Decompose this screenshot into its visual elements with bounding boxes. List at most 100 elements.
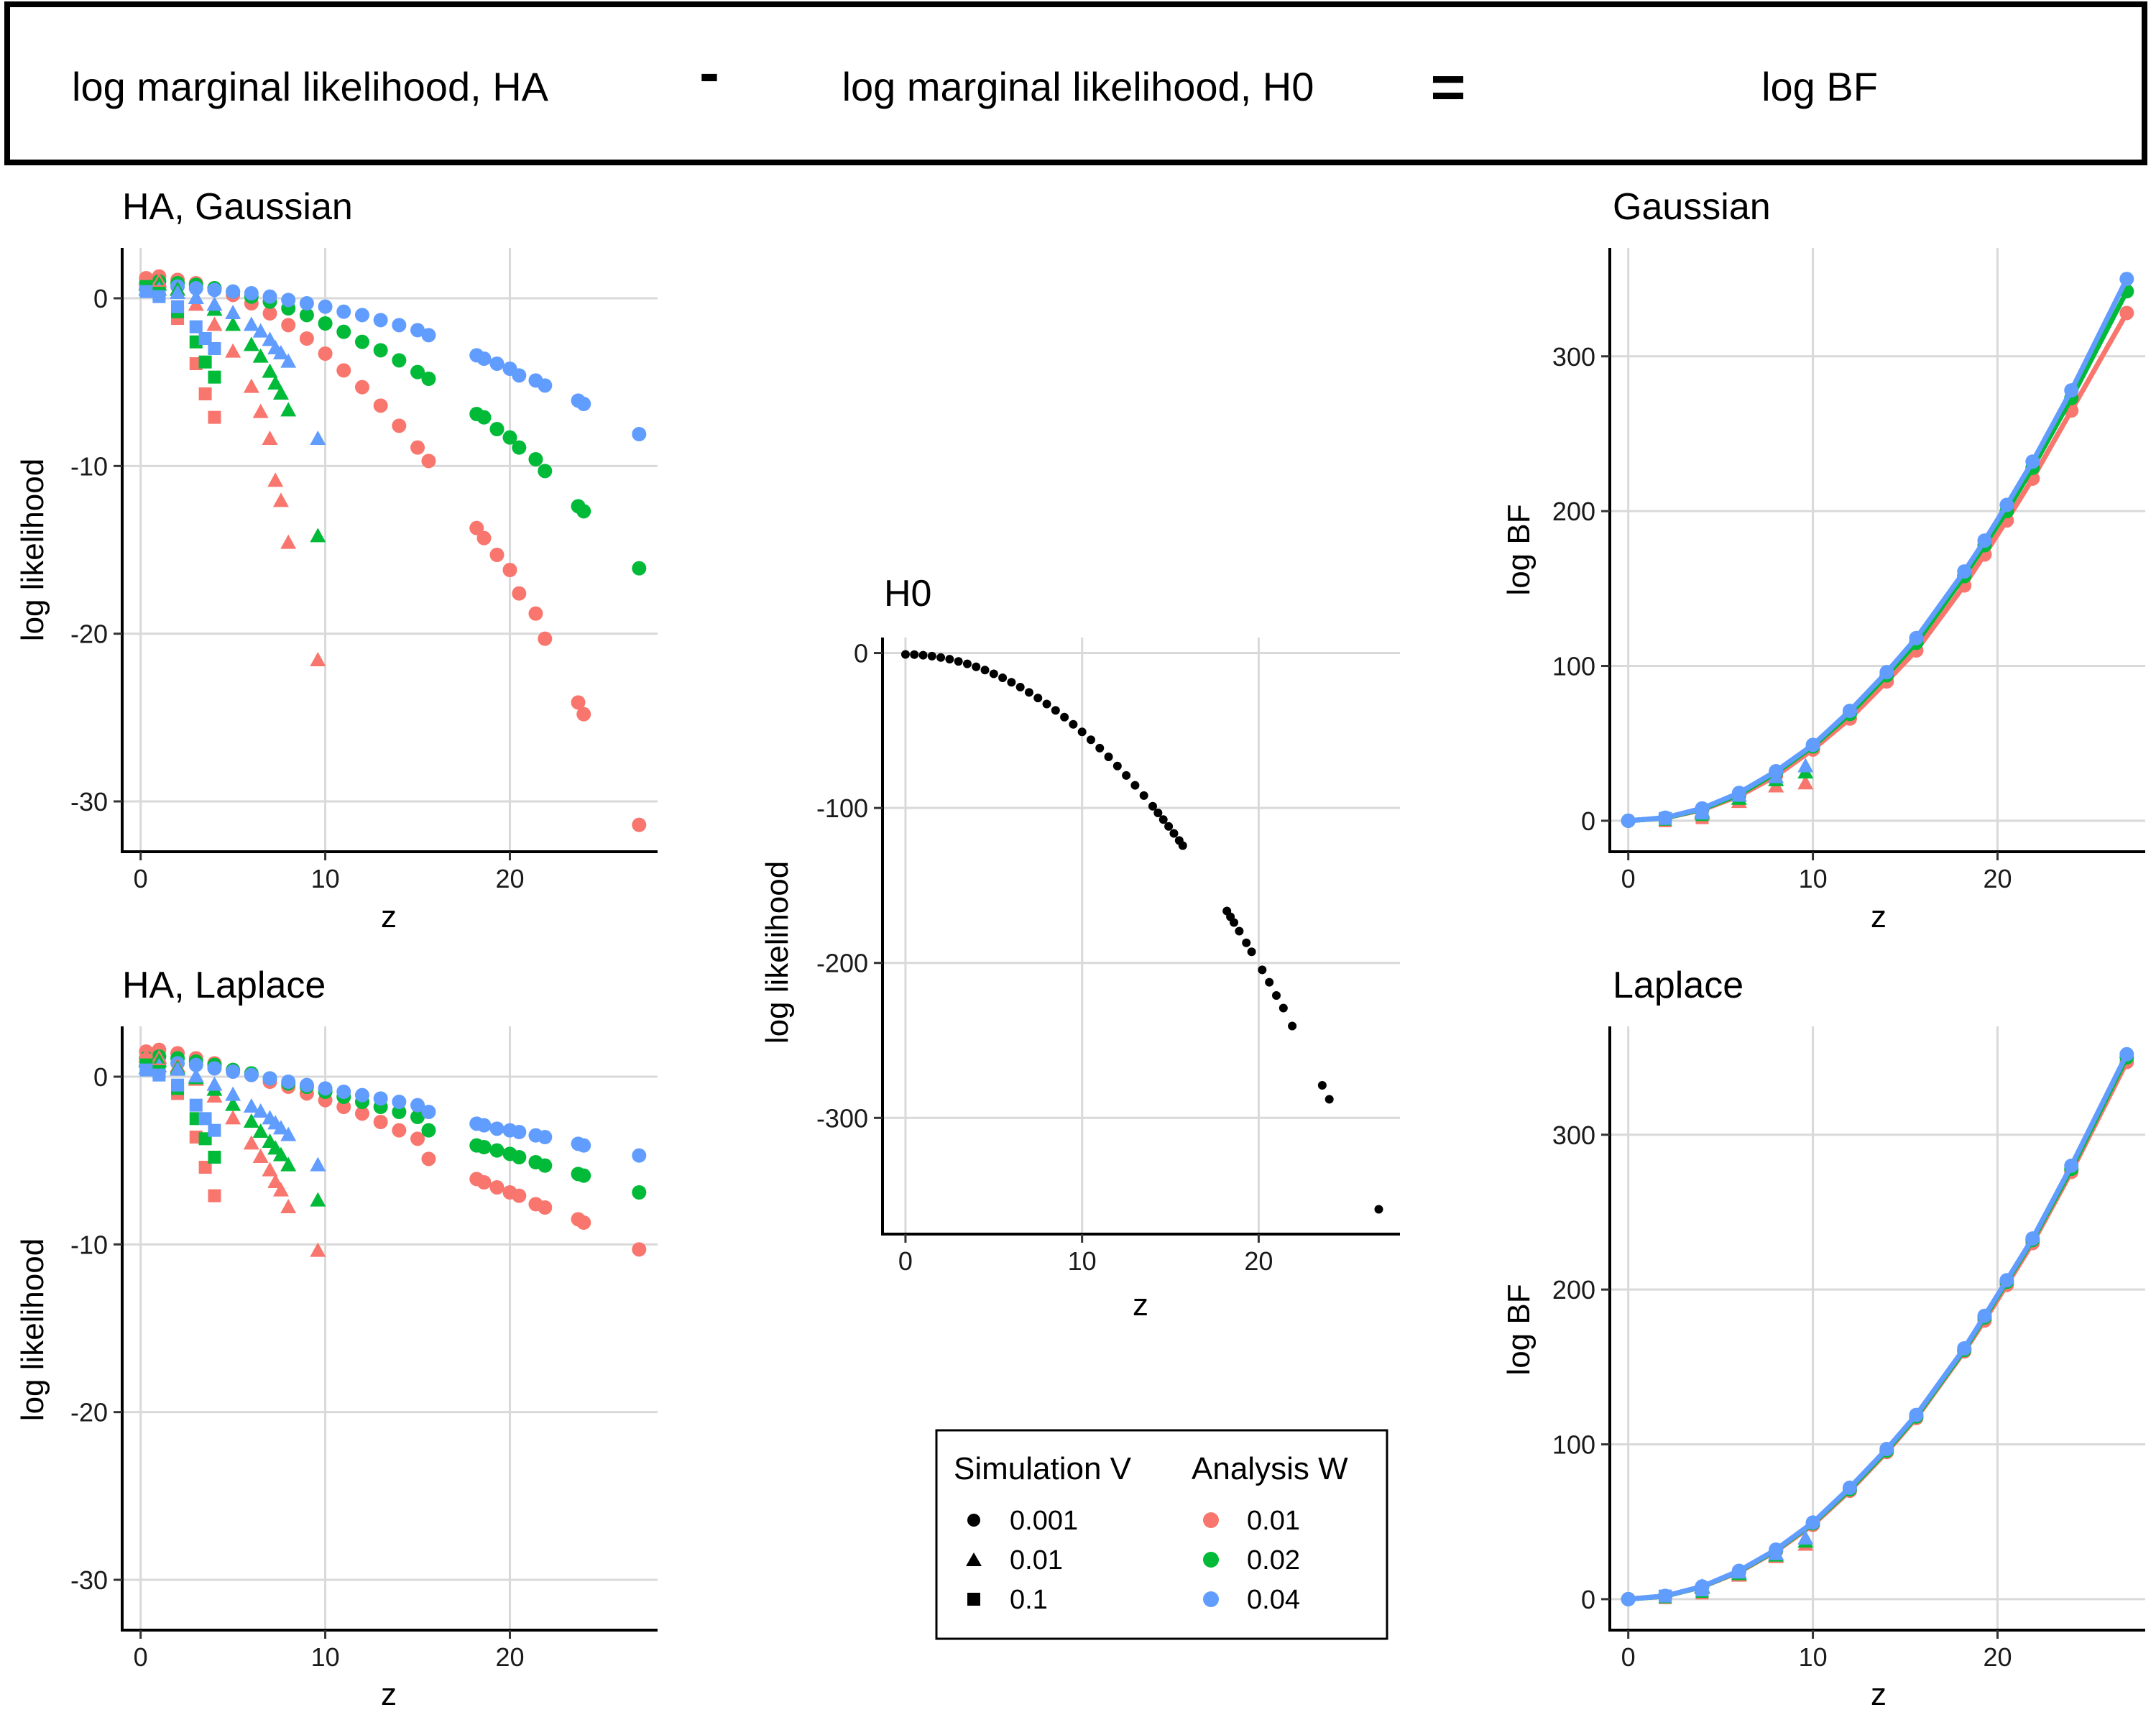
data-point: [318, 316, 333, 331]
data-point: [243, 1098, 259, 1113]
data-point: [299, 331, 314, 346]
y-tick-label: 200: [1552, 497, 1595, 526]
data-point: [262, 289, 277, 304]
data-point: [310, 1156, 326, 1172]
data-point: [538, 1200, 553, 1215]
data-point: [962, 659, 972, 668]
y-tick-label: -30: [70, 787, 108, 816]
data-point: [139, 1063, 153, 1077]
data-point: [632, 817, 647, 832]
data-point: [336, 1085, 351, 1099]
data-point: [2064, 1158, 2079, 1173]
data-point: [392, 1123, 407, 1138]
data-point: [252, 348, 269, 363]
data-point: [998, 673, 1008, 683]
y-tick-label: -200: [816, 949, 868, 978]
legend-color-label-2: 0.04: [1247, 1585, 1300, 1615]
data-point: [354, 334, 369, 349]
data-point: [206, 316, 223, 331]
data-point: [1235, 926, 1244, 936]
x-tick-label: 20: [495, 1642, 524, 1672]
trend-line: [1628, 290, 2129, 824]
x-tick-label: 0: [1621, 864, 1636, 893]
data-point: [421, 372, 436, 386]
data-point: [1999, 497, 2014, 512]
data-point: [1659, 811, 1672, 825]
data-point: [392, 353, 407, 368]
data-point: [336, 1100, 351, 1114]
data-point: [280, 402, 297, 417]
data-point: [1164, 822, 1174, 831]
legend: Simulation V Analysis W 0.001 0.01 0.1 0…: [935, 1429, 1388, 1640]
data-point: [1077, 727, 1087, 737]
legend-triangle-marker: [966, 1552, 982, 1566]
x-tick-label: 20: [1983, 1642, 2012, 1672]
data-point: [918, 650, 928, 660]
data-point: [1957, 1341, 1972, 1356]
data-point: [421, 1151, 436, 1167]
data-point: [318, 346, 333, 361]
data-point: [1805, 1515, 1820, 1530]
data-point: [632, 1185, 647, 1200]
data-point: [244, 1067, 259, 1082]
x-axis-label-bf-gaussian: z: [1871, 899, 1886, 934]
data-point: [900, 650, 910, 659]
data-point: [1842, 704, 1857, 718]
data-point: [225, 1096, 241, 1111]
data-point: [1139, 791, 1148, 800]
plot-ha_laplace: 0 10 20 0 -10 -20 -30: [70, 1026, 658, 1672]
data-point: [528, 606, 543, 621]
x-tick-label: 0: [898, 1246, 913, 1276]
data-point: [1909, 630, 1924, 645]
trend-line: [1628, 311, 2129, 824]
data-point: [538, 378, 553, 393]
data-point: [469, 520, 484, 535]
data-point: [225, 1086, 241, 1101]
data-point: [280, 353, 297, 368]
data-point: [512, 368, 527, 383]
data-point: [2119, 272, 2134, 287]
data-point: [512, 440, 527, 455]
data-point: [188, 1068, 204, 1082]
data-point: [392, 318, 407, 333]
data-point: [1069, 719, 1078, 729]
y-tick-label: -300: [816, 1103, 868, 1133]
data-point: [1033, 694, 1043, 703]
y-tick-label: -10: [70, 451, 108, 481]
legend-color-swatch-1: [1203, 1552, 1219, 1568]
panel-title-h0: H0: [884, 573, 931, 615]
data-point: [476, 1118, 492, 1133]
data-point: [373, 1091, 388, 1106]
data-point: [576, 1168, 591, 1183]
data-point: [299, 308, 314, 323]
data-point: [280, 1126, 297, 1141]
data-point: [1977, 533, 1992, 548]
data-point: [2025, 1231, 2040, 1246]
data-point: [198, 332, 212, 345]
data-point: [1042, 699, 1051, 709]
data-point: [632, 1148, 647, 1163]
data-point: [262, 1162, 278, 1177]
data-point: [538, 1130, 553, 1144]
data-point: [2025, 454, 2040, 469]
data-point: [502, 430, 517, 445]
panel-title-bf-laplace: Laplace: [1613, 965, 1743, 1006]
data-point: [512, 586, 527, 601]
panel-title-ha-laplace: HA, Laplace: [122, 965, 326, 1006]
data-point: [1879, 665, 1894, 680]
data-point: [198, 387, 212, 400]
data-point: [299, 296, 314, 310]
data-point: [262, 1071, 277, 1086]
data-point: [1879, 1442, 1894, 1456]
data-point: [272, 345, 289, 359]
data-point: [208, 1151, 221, 1164]
data-point: [272, 1120, 289, 1135]
data-point: [476, 530, 492, 546]
data-point: [208, 1123, 221, 1137]
data-point: [1317, 1081, 1327, 1090]
data-point: [2119, 1046, 2134, 1062]
data-point: [489, 1143, 505, 1158]
data-point: [226, 1064, 241, 1079]
